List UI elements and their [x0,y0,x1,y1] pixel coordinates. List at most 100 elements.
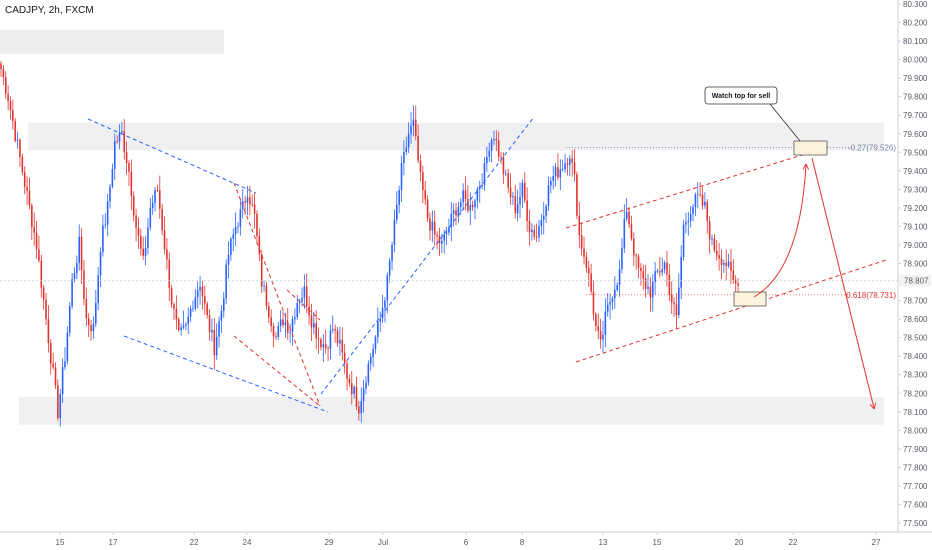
candle-body [196,290,199,298]
candle-body [301,297,303,302]
candle-body [632,238,635,256]
candle-body [488,150,491,157]
y-tick-label: 77.900 [903,445,928,454]
candle-body [365,382,367,389]
candle-body [369,357,372,364]
candle-body [336,330,339,344]
y-tick-label: 79.900 [903,74,928,83]
y-tick-label: 79.700 [903,111,928,120]
candle-body [180,327,182,330]
candle-body [564,163,566,170]
candle-body [656,270,659,272]
candle-body [718,255,720,259]
candle-body [699,194,701,196]
candle-body [38,249,40,261]
candle-body [343,352,346,364]
candle-body [92,323,95,332]
candle-body [147,227,149,248]
candle-body [128,163,130,172]
candle-body [59,394,62,419]
candle-body [578,215,581,236]
candle-body [414,119,417,137]
candle-body [246,197,249,203]
candle-body [85,298,88,319]
candle-body [215,336,218,356]
x-tick-label: 24 [243,538,252,547]
candle-body [566,163,569,165]
blue-trendline-lower [123,335,329,413]
candle-body [270,317,272,327]
callout-box [704,86,778,105]
candle-body [40,260,43,288]
candle-body [635,255,637,257]
candle-body [334,329,336,331]
red-trendline-b [233,335,321,407]
candle-body [132,196,135,216]
candle-body [687,220,690,223]
candle-body [467,199,469,211]
candle-body [374,336,377,349]
candle-body [550,180,552,186]
candle-body [723,262,725,265]
candle-body [730,261,732,271]
projected-up-arrow [753,165,806,298]
candle-body [57,385,59,419]
candle-body [571,158,573,163]
candle-body [377,321,379,337]
candle-body [372,348,374,358]
candle-body [175,308,178,320]
candle-body [230,238,232,255]
candle-body [268,306,270,318]
y-tick-label: 79.300 [903,185,928,194]
candle-body [111,169,114,187]
y-tick-label: 78.700 [903,297,928,306]
candle-body [431,221,434,231]
candle-body [201,286,204,297]
candle-body [542,215,545,220]
candle-body [678,287,680,316]
candle-body [14,121,17,141]
x-tick-label: 27 [872,538,881,547]
candle-body [192,308,194,310]
y-tick-label: 79.600 [903,130,928,139]
candle-body [417,136,419,161]
candle-body [642,271,645,279]
x-tick-label: 15 [56,538,65,547]
candle-body [452,210,455,214]
candle-body [647,286,649,289]
candle-body [393,219,396,245]
candle-body [625,211,628,219]
candle-body [604,311,607,335]
y-tick-label: 79.500 [903,148,928,157]
candle-body [199,286,201,291]
candle-body [26,186,28,191]
red-trendline-c [286,289,321,321]
candle-body [585,256,588,268]
candle-body [654,271,656,282]
candle-body [16,139,19,141]
candle-body [355,386,358,407]
fib-label: 0.618(78.731) [846,291,896,300]
candle-body [220,310,223,321]
candle-body [670,294,673,303]
candle-body [505,173,507,175]
candle-body [405,147,408,153]
callout-text: Watch top for sell [712,93,771,100]
candle-body [194,297,197,309]
candle-body [187,316,190,325]
candle-body [628,211,630,225]
candle-body [239,209,242,227]
candle-body [640,267,642,272]
candle-body [73,273,76,280]
x-tick-label: 29 [325,538,334,547]
candle-body [713,238,716,251]
candles [0,60,739,427]
candle-body [519,196,521,205]
candle-body [282,319,284,326]
candle-body [595,314,597,327]
candle-body [500,156,502,158]
y-tick-label: 79.400 [903,167,928,176]
candle-body [569,158,571,165]
candle-body [95,303,97,324]
